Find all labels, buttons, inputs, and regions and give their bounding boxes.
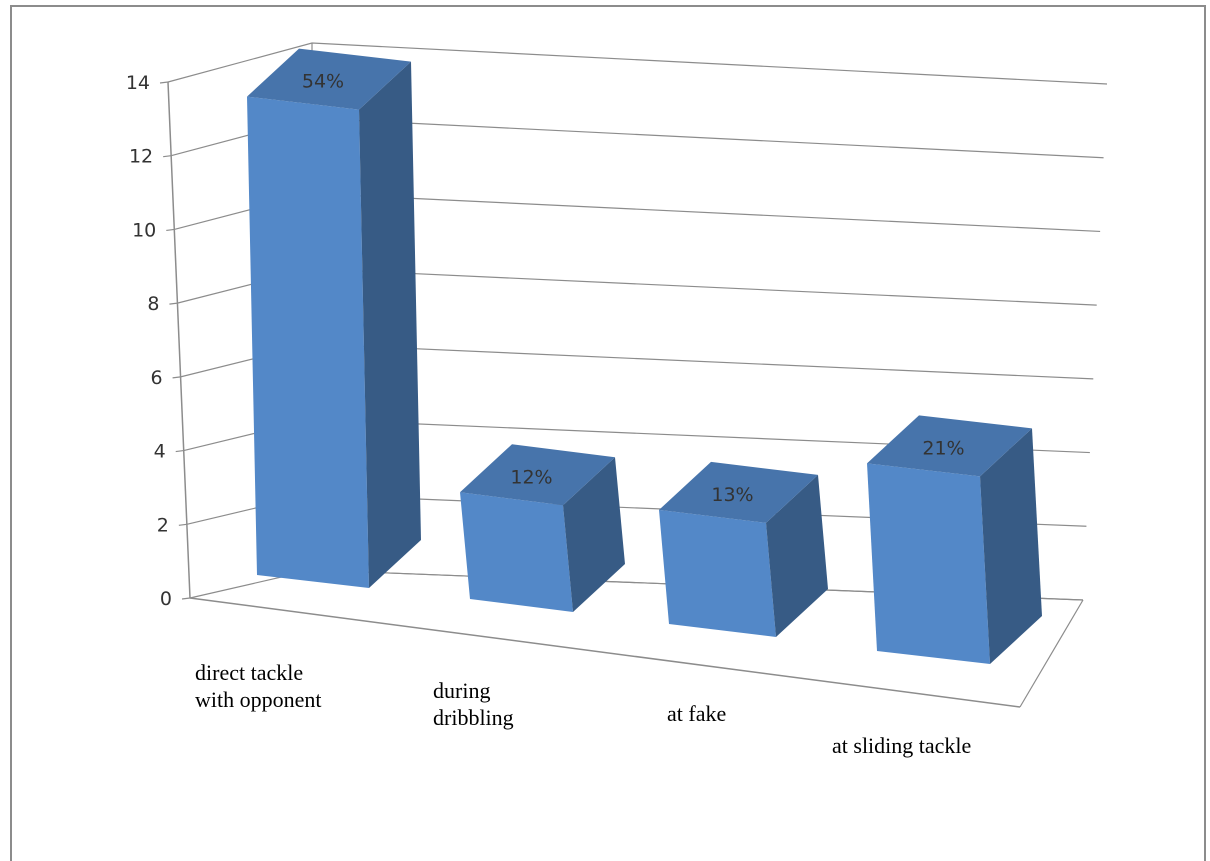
data-label: 21%	[922, 437, 964, 459]
y-tick-mark	[172, 376, 181, 379]
bar-front-face	[247, 96, 369, 588]
floor-edge	[1019, 599, 1084, 708]
x-tick-label-line: dribbling	[433, 705, 514, 730]
x-tick-label-line: at fake	[667, 701, 726, 726]
y-tick-mark	[178, 523, 187, 526]
bar-top-face	[867, 415, 1032, 477]
y-tick-label: 4	[154, 441, 166, 463]
bar	[867, 415, 1042, 664]
bar-side-face	[359, 61, 421, 589]
bar-top-face	[659, 461, 818, 523]
bar-front-face	[659, 509, 776, 637]
y-tick-label: 14	[126, 72, 150, 94]
y-tick-label: 2	[157, 514, 169, 536]
data-label: 13%	[711, 484, 753, 506]
x-axis-line	[189, 597, 1021, 708]
y-tick-mark	[175, 449, 184, 453]
bar-top-face	[247, 48, 411, 110]
x-tick-label-line: during	[433, 678, 490, 703]
x-tick-label: at fake	[667, 701, 726, 726]
bar-side-face	[980, 428, 1042, 664]
y-tick-label: 10	[132, 219, 156, 241]
bar-side-face	[563, 457, 625, 612]
x-tick-label: at sliding tackle	[832, 733, 971, 758]
bar-front-face	[867, 463, 990, 664]
y-axis-line	[167, 81, 191, 599]
bar-front-face	[460, 492, 573, 612]
labels: 0 2 4 6 8 10 12 14 54% 12% 13% 21% direct tackle with…	[126, 71, 971, 758]
y-tick-mark	[163, 155, 172, 158]
x-tick-label-line: direct tackle	[195, 660, 303, 685]
x-tick-label-line: at sliding tackle	[832, 733, 971, 758]
data-label: 54%	[302, 71, 344, 93]
bar-top-face	[460, 444, 615, 506]
data-label: 12%	[510, 466, 552, 488]
y-tick-label: 8	[147, 293, 159, 315]
bar	[659, 461, 828, 637]
y-tick-mark	[181, 597, 191, 600]
y-tick-label: 0	[160, 588, 172, 610]
y-tick-label: 12	[129, 146, 153, 168]
y-tick-mark	[169, 302, 178, 305]
bar-side-face	[766, 474, 828, 637]
bar	[460, 444, 625, 612]
bar	[247, 48, 421, 589]
x-tick-label-line: with opponent	[195, 687, 322, 712]
y-tick-mark	[166, 228, 175, 232]
x-tick-label: direct tackle with opponent	[195, 660, 322, 712]
bars	[247, 48, 1042, 664]
y-tick-label: 6	[150, 367, 162, 389]
x-tick-label: during dribbling	[433, 678, 514, 730]
y-tick-mark	[159, 81, 169, 84]
